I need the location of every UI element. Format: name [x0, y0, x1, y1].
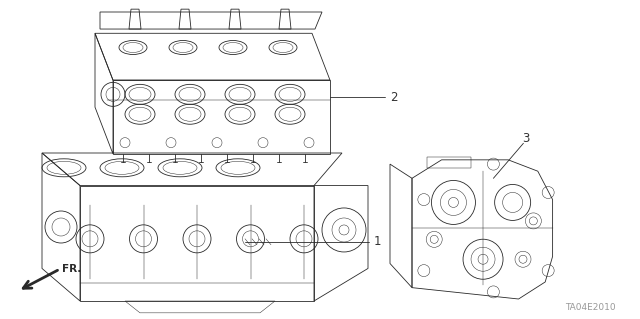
Text: FR.: FR.: [62, 264, 81, 274]
Text: 2: 2: [390, 91, 397, 104]
Text: 3: 3: [522, 132, 529, 145]
Text: TA04E2010: TA04E2010: [564, 302, 615, 311]
Text: 1: 1: [374, 235, 381, 248]
